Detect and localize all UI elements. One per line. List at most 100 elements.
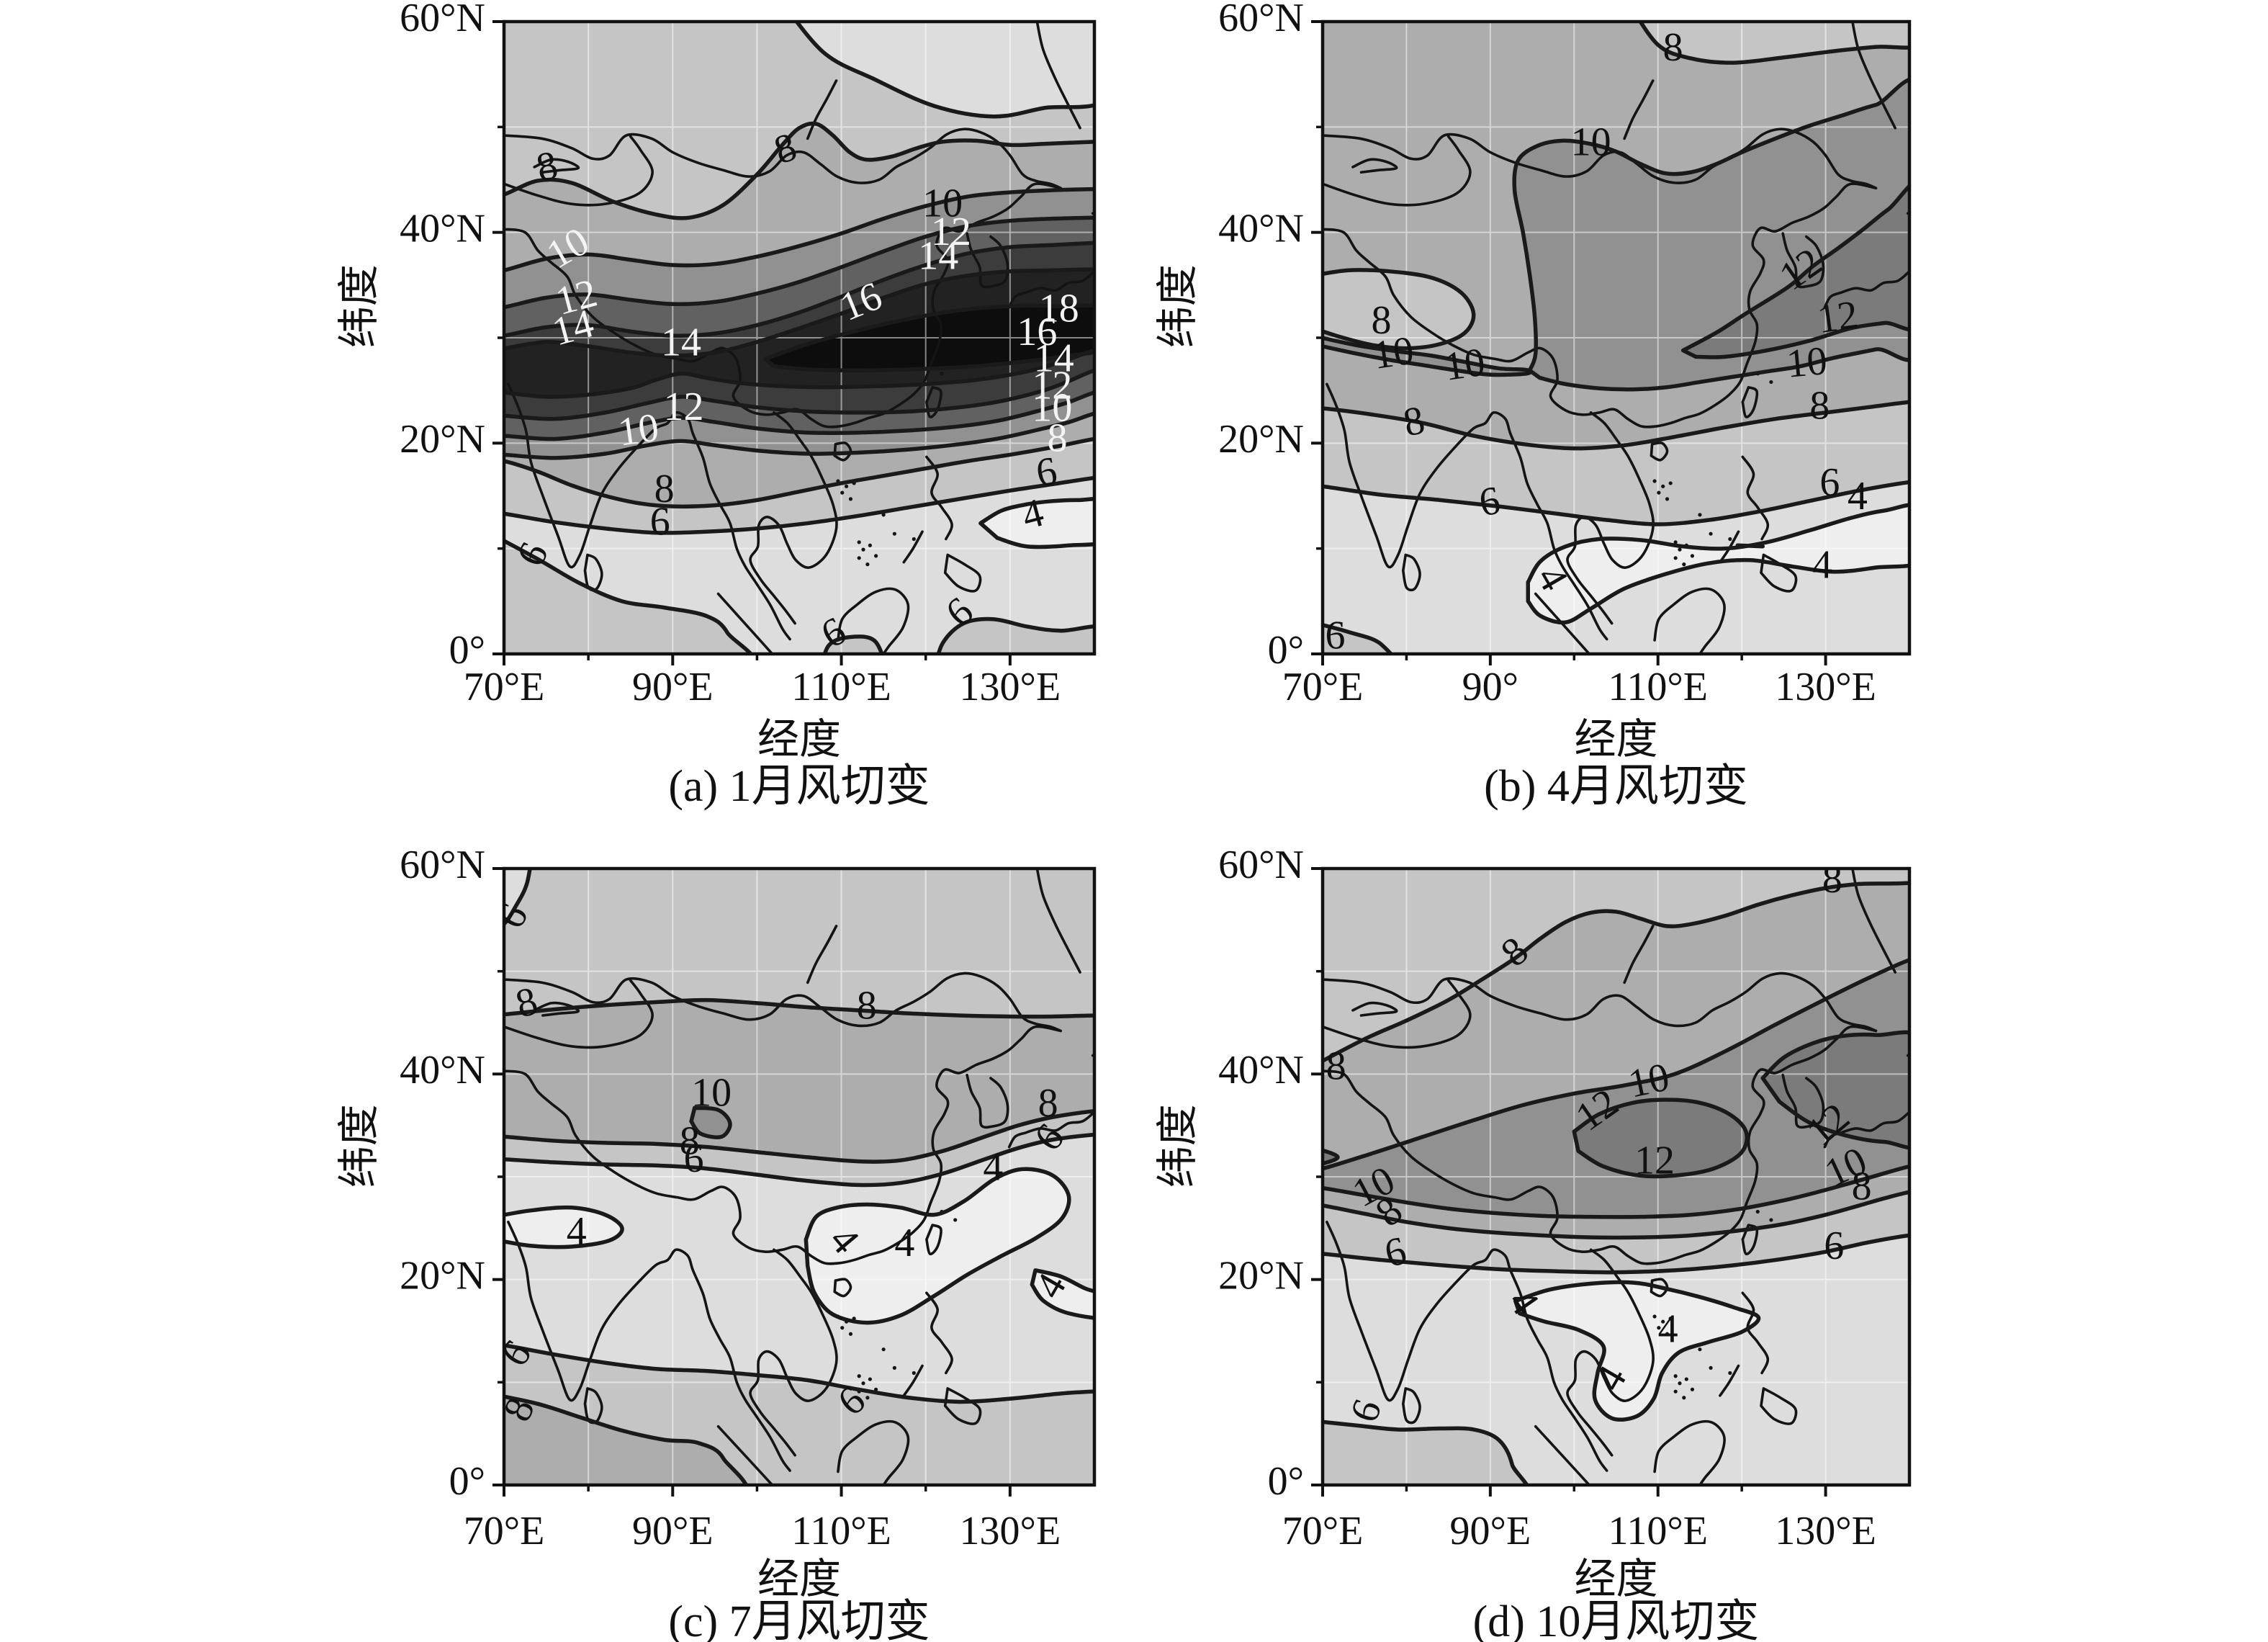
contour-line-c8s bbox=[1323, 1190, 1909, 1240]
contour-line-c10s bbox=[504, 411, 1094, 460]
contour-band bbox=[504, 123, 1094, 271]
contour-region-ne-corner-4-6 bbox=[796, 22, 1094, 117]
contour-label: 12 bbox=[1032, 364, 1072, 408]
coast-north-border bbox=[1323, 972, 1878, 1033]
x-tick-label: 130°E bbox=[960, 1509, 1061, 1553]
coast-palawan bbox=[1719, 1364, 1740, 1397]
contour-region-sw-corner-6-8 bbox=[1323, 624, 1391, 654]
y-tick-label: 60°N bbox=[400, 843, 485, 887]
contour-line-c10s bbox=[1323, 1164, 1909, 1219]
island-dot bbox=[840, 1326, 845, 1330]
x-tick-label: 70°E bbox=[1282, 665, 1364, 709]
contour-outline-low-4-right-edge bbox=[1030, 1268, 1094, 1320]
x-axis-label: 经度 bbox=[757, 1556, 841, 1602]
y-tick-label: 20°N bbox=[1218, 417, 1304, 462]
y-tick-label: 60°N bbox=[1218, 843, 1304, 887]
island-dot bbox=[1682, 1396, 1686, 1400]
contour-outline-tibet-8-low bbox=[1323, 268, 1476, 351]
contour-line-c6b bbox=[504, 1343, 1094, 1404]
contour-region-nw-6-8 bbox=[1323, 869, 1909, 1062]
contour-region-left-12-wedge bbox=[1323, 1150, 1338, 1164]
contour-band bbox=[504, 1134, 1094, 1402]
coast-borneo bbox=[837, 1419, 910, 1485]
coast-mindanao bbox=[943, 553, 982, 593]
contour-lines bbox=[1323, 881, 1909, 1485]
coast-korea bbox=[966, 1073, 1009, 1129]
x-tick-label: 110°E bbox=[1608, 1509, 1708, 1553]
island-dot bbox=[1690, 554, 1695, 558]
contour-label: 4 bbox=[567, 1209, 587, 1254]
contour-line-c16n bbox=[504, 267, 1094, 358]
contour-outline-high-12-japan-sea bbox=[1760, 1030, 1909, 1150]
contour-outline-low-4-indochina bbox=[1513, 1280, 1761, 1422]
coast-india-coast bbox=[1326, 382, 1608, 641]
coast-luzon bbox=[1741, 1291, 1770, 1375]
coast-indochina-coast bbox=[1566, 1248, 1655, 1457]
island-dot bbox=[848, 1332, 853, 1336]
contour-label: 12 bbox=[1814, 292, 1860, 342]
coast-sumatra bbox=[1534, 1425, 1591, 1485]
island-dot bbox=[845, 484, 849, 488]
coast-baikal bbox=[1623, 79, 1655, 140]
contour-line-c16s bbox=[504, 348, 1094, 399]
x-tick-label: 90° bbox=[1462, 665, 1518, 709]
island-dot bbox=[1682, 562, 1686, 567]
island-dot bbox=[1657, 490, 1661, 495]
contour-label: 12 bbox=[931, 210, 971, 254]
island-dot bbox=[1769, 380, 1773, 385]
y-tick-label: 40°N bbox=[1218, 207, 1304, 251]
contour-outline-region-10-12 bbox=[1512, 77, 1909, 392]
coast-taiwan bbox=[925, 1224, 942, 1256]
coast-xinjiang-border bbox=[504, 135, 654, 207]
coast-china-coast-border bbox=[504, 182, 1062, 429]
contour-region-tibet-8-low bbox=[1323, 269, 1474, 349]
contour-outline-top-6-8 bbox=[1638, 22, 1909, 65]
coast-india-coast bbox=[507, 1220, 791, 1472]
contour-lines bbox=[504, 22, 1094, 654]
coast-xinjiang-border bbox=[504, 979, 654, 1049]
contour-label: 4 bbox=[894, 1221, 914, 1265]
contour-outline-low-4-se bbox=[1526, 503, 1909, 625]
contour-outline-sw-corner-6-8 bbox=[504, 538, 754, 654]
contour-label: 8 bbox=[680, 1119, 700, 1164]
contour-outline-low-4-west bbox=[504, 1205, 624, 1250]
panel-caption: (a) 1月风切变 bbox=[668, 762, 930, 811]
contour-lines bbox=[504, 869, 1094, 1485]
island-dot bbox=[1678, 1381, 1682, 1386]
island-dot bbox=[1652, 1314, 1657, 1319]
coast-north-border bbox=[1323, 127, 1878, 190]
island-dot bbox=[912, 1370, 916, 1376]
island-dot bbox=[892, 531, 896, 536]
contour-outline-sw-corner-8-10 bbox=[504, 1394, 749, 1485]
contour-outline-low-4-east bbox=[804, 1167, 1071, 1325]
contour-region-low-4-indochina bbox=[1515, 1282, 1759, 1420]
contour-region-bottom-6-blob-2 bbox=[938, 619, 1094, 654]
coast-sri-lanka bbox=[1401, 553, 1421, 592]
coast-borneo bbox=[1653, 1419, 1726, 1485]
axes: 70°E 90°E 110°E 130°E 60°N 40°N 20°N 0° 经度 纬度 (c) … bbox=[336, 843, 1097, 1642]
contour-region-sw-corner-8-10 bbox=[504, 1396, 747, 1485]
contour-label: 14 bbox=[661, 320, 701, 365]
contour-outline-high-12-china bbox=[1572, 1098, 1749, 1179]
contour-line-c8s bbox=[504, 436, 1094, 509]
island-dot bbox=[857, 540, 861, 544]
coast-sakhalin bbox=[1035, 869, 1081, 974]
coast-korea bbox=[1781, 1073, 1825, 1129]
y-tick-label: 40°N bbox=[400, 207, 485, 251]
x-axis-label: 经度 bbox=[757, 716, 841, 763]
contour-line-c8s bbox=[1323, 400, 1909, 451]
contour-line-c6s bbox=[504, 475, 1094, 535]
x-tick-label: 110°E bbox=[791, 665, 891, 709]
island-dot bbox=[1668, 481, 1673, 485]
island-dot bbox=[1673, 540, 1678, 544]
island-dot bbox=[865, 1396, 870, 1400]
coast-borneo bbox=[837, 587, 910, 654]
y-tick-label: 0° bbox=[1268, 1459, 1304, 1504]
y-tick-label: 40°N bbox=[1218, 1048, 1304, 1093]
x-tick-label: 130°E bbox=[960, 665, 1061, 709]
contour-outline-high-10 bbox=[689, 1105, 732, 1139]
coast-luzon bbox=[1741, 455, 1770, 541]
contour-line-c10n bbox=[1323, 958, 1909, 1171]
island-dot bbox=[840, 490, 845, 495]
